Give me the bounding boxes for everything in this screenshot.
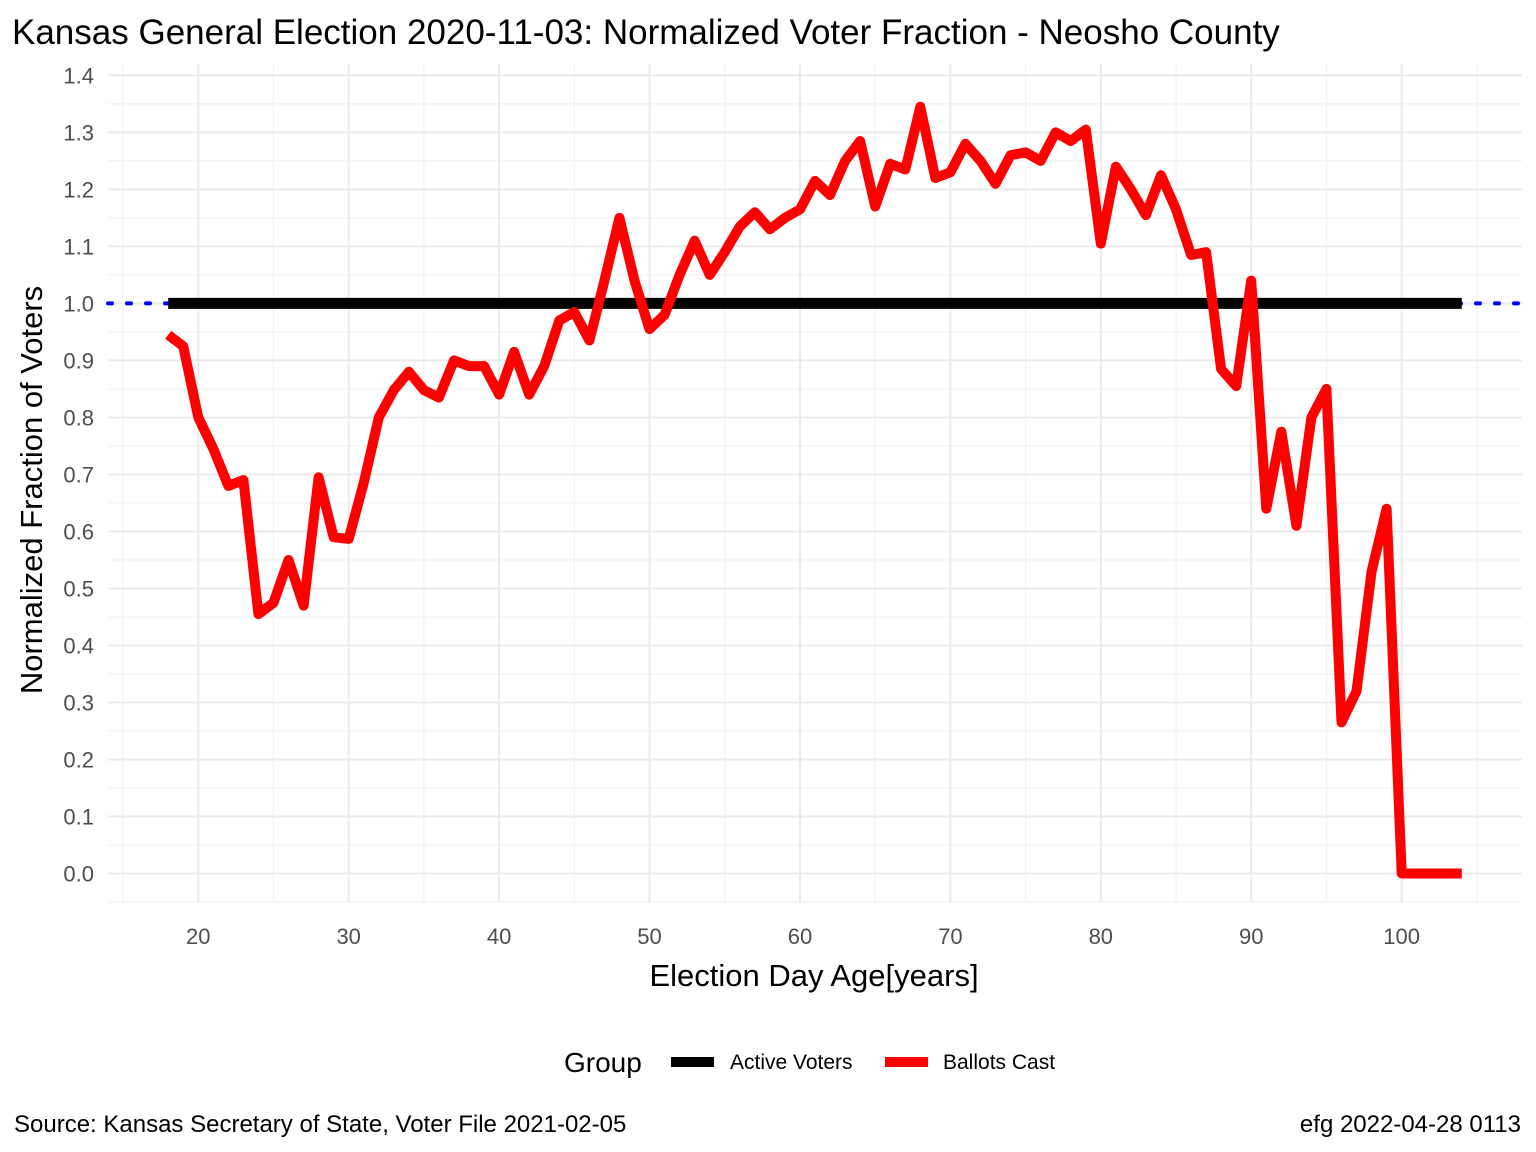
legend-label-active-voters: Active Voters	[730, 1051, 853, 1074]
y-tick-label: 0.2	[63, 747, 94, 772]
x-tick-label: 30	[336, 924, 360, 949]
x-tick-label: 40	[487, 924, 511, 949]
x-axis-ticks: 20 30 40 50 60 70 80 90 100	[186, 924, 1420, 949]
y-tick-label: 0.9	[63, 348, 94, 373]
x-tick-label: 50	[637, 924, 661, 949]
chart-title: Kansas General Election 2020-11-03: Norm…	[12, 13, 1280, 52]
plot-lines	[106, 101, 1524, 879]
credit-caption: efg 2022-04-28 0113	[1300, 1111, 1521, 1138]
y-tick-label: 1.0	[63, 291, 94, 316]
y-tick-label: 0.7	[63, 462, 94, 487]
y-tick-label: 1.4	[63, 63, 94, 88]
y-tick-label: 1.1	[63, 234, 94, 259]
y-tick-label: 1.2	[63, 177, 94, 202]
x-tick-label: 20	[186, 924, 210, 949]
legend-label-ballots-cast: Ballots Cast	[943, 1051, 1055, 1074]
x-tick-label: 90	[1239, 924, 1263, 949]
x-tick-label: 60	[788, 924, 812, 949]
series-line-ballots-cast	[165, 101, 1462, 879]
x-tick-label: 80	[1089, 924, 1113, 949]
legend-title: Group	[564, 1047, 642, 1078]
x-axis-title: Election Day Age[years]	[649, 958, 978, 993]
y-tick-label: 0.4	[63, 633, 94, 658]
source-caption: Source: Kansas Secretary of State, Voter…	[14, 1111, 626, 1138]
y-tick-label: 0.6	[63, 519, 94, 544]
y-tick-label: 0.8	[63, 405, 94, 430]
legend: Group Active Voters Ballots Cast	[564, 1047, 1055, 1078]
y-tick-label: 0.1	[63, 804, 94, 829]
y-tick-label: 1.3	[63, 120, 94, 145]
x-tick-label: 100	[1383, 924, 1420, 949]
y-axis-title: Normalized Fraction of Voters	[14, 286, 49, 694]
y-tick-label: 0.0	[63, 861, 94, 886]
y-axis-ticks: 0.0 0.1 0.2 0.3 0.4 0.5 0.6 0.7 0.8 0.9 1.0 1.1 1.2 1…	[63, 63, 94, 886]
x-tick-label: 70	[938, 924, 962, 949]
y-tick-label: 0.5	[63, 576, 94, 601]
y-tick-label: 0.3	[63, 690, 94, 715]
